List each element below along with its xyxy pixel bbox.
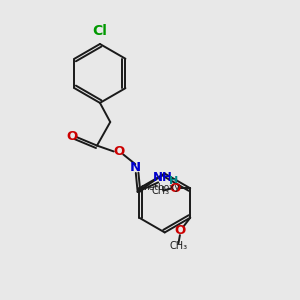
Text: CH₃: CH₃ bbox=[151, 186, 169, 196]
Text: Cl: Cl bbox=[92, 23, 107, 38]
Text: H: H bbox=[169, 176, 178, 186]
Text: N: N bbox=[130, 161, 141, 174]
Text: O: O bbox=[170, 182, 181, 195]
Text: O: O bbox=[66, 130, 78, 143]
Text: O: O bbox=[113, 145, 125, 158]
Text: CH₃: CH₃ bbox=[169, 241, 188, 251]
Text: NH: NH bbox=[153, 171, 173, 184]
Text: O: O bbox=[174, 224, 185, 238]
Text: methoxy: methoxy bbox=[140, 183, 180, 192]
